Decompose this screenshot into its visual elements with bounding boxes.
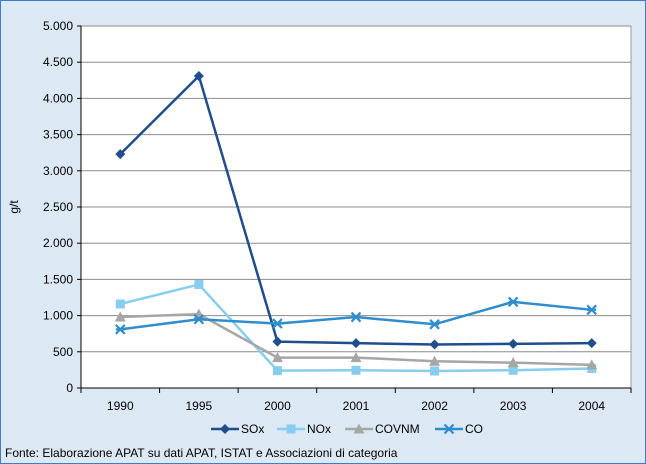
data-point bbox=[271, 352, 283, 363]
data-point bbox=[586, 359, 598, 370]
data-point bbox=[586, 338, 597, 349]
y-tick-label: 1.000 bbox=[43, 309, 73, 323]
data-point bbox=[115, 149, 126, 160]
series-sox bbox=[115, 70, 597, 350]
y-tick-label: 4.000 bbox=[43, 91, 73, 105]
y-tick-label: 0 bbox=[66, 381, 73, 395]
data-point bbox=[508, 365, 518, 375]
y-tick-label: 4.500 bbox=[43, 55, 73, 69]
data-point bbox=[429, 319, 440, 330]
x-tick-label: 2000 bbox=[264, 399, 291, 413]
data-point bbox=[351, 338, 361, 349]
line-chart: 0 500 1.000 1.500 2.000 2.500 3.000 3.500 4.000 4… bbox=[7, 19, 632, 436]
data-point bbox=[193, 70, 204, 81]
source-note: Fonte: Elaborazione APAT su dati APAT, I… bbox=[5, 446, 398, 460]
x-tick-label: 1995 bbox=[186, 399, 213, 413]
y-tick-labels: 0 500 1.000 1.500 2.000 2.500 3.000 3.500 4.000 4… bbox=[43, 19, 73, 395]
legend-marker bbox=[220, 424, 230, 434]
legend: SOx NOx COVNM CO bbox=[211, 422, 483, 436]
data-point bbox=[507, 296, 519, 308]
y-tick-label: 500 bbox=[53, 345, 73, 359]
data-point bbox=[193, 313, 205, 325]
legend-item-co: CO bbox=[435, 422, 483, 436]
data-point bbox=[115, 299, 125, 309]
legend-item-sox: SOx bbox=[211, 422, 264, 436]
x-tick-label: 2001 bbox=[343, 399, 370, 413]
series-co bbox=[115, 296, 597, 335]
legend-label: COVNM bbox=[375, 422, 420, 436]
data-point bbox=[507, 357, 519, 368]
y-tick-label: 1.500 bbox=[43, 272, 73, 286]
data-point bbox=[429, 339, 440, 350]
x-tick-label: 1990 bbox=[107, 399, 134, 413]
data-point bbox=[351, 365, 361, 375]
legend-label: CO bbox=[465, 422, 483, 436]
data-point bbox=[586, 304, 597, 316]
data-point bbox=[194, 279, 204, 289]
data-point bbox=[429, 355, 441, 366]
data-point bbox=[272, 318, 283, 329]
data-point bbox=[350, 352, 362, 363]
y-tick-label: 5.000 bbox=[43, 19, 73, 33]
series-lines bbox=[114, 70, 598, 376]
y-tick-label: 2.500 bbox=[43, 200, 73, 214]
y-tick-label: 3.500 bbox=[43, 128, 73, 142]
legend-marker bbox=[286, 424, 296, 434]
legend-label: NOx bbox=[307, 422, 331, 436]
data-point bbox=[272, 366, 282, 376]
y-tick-label: 2.000 bbox=[43, 236, 73, 250]
x-tick-labels: 1990 1995 2000 2001 2002 2003 2004 bbox=[107, 399, 605, 413]
x-tick-label: 2004 bbox=[578, 399, 605, 413]
legend-marker bbox=[443, 423, 455, 435]
y-axis-title: g/t bbox=[7, 200, 21, 214]
data-point bbox=[350, 311, 362, 323]
legend-marker bbox=[353, 423, 365, 434]
data-point bbox=[114, 311, 126, 322]
axes bbox=[77, 25, 632, 393]
data-point bbox=[272, 336, 283, 347]
legend-item-covnm: COVNM bbox=[345, 422, 420, 436]
data-point bbox=[430, 366, 440, 376]
data-point bbox=[115, 324, 126, 335]
legend-item-nox: NOx bbox=[277, 422, 331, 436]
x-tick-label: 2002 bbox=[421, 399, 448, 413]
data-point bbox=[508, 338, 519, 349]
legend-label: SOx bbox=[241, 422, 264, 436]
y-tick-label: 3.000 bbox=[43, 164, 73, 178]
x-tick-label: 2003 bbox=[500, 399, 527, 413]
